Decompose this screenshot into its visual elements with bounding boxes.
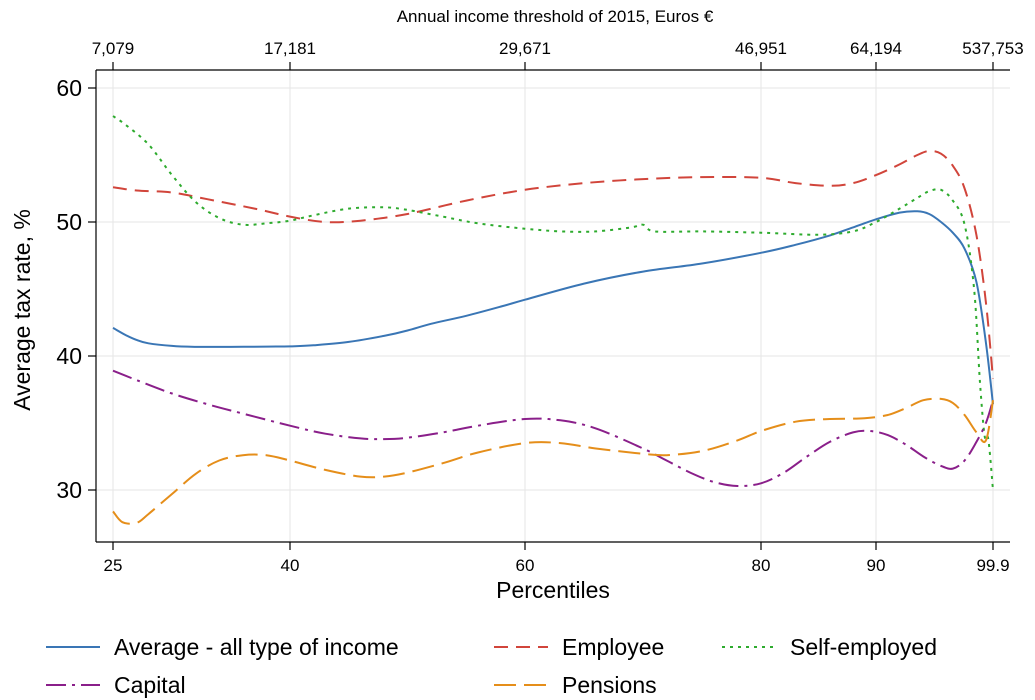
series-capital-line (112, 369, 994, 488)
x-tick-label: 99.9 (976, 556, 1009, 575)
top-tick-label: 537,753 (962, 39, 1023, 58)
series-pensions-line (112, 397, 994, 525)
y-axis-label: Average tax rate, % (9, 209, 35, 411)
y-tick-label: 30 (56, 477, 82, 503)
x-tick-label: 90 (867, 556, 886, 575)
top-tick-label: 17,181 (264, 39, 316, 58)
x-axis-label: Percentiles (496, 577, 610, 603)
series-employee-legend-label: Employee (562, 634, 664, 660)
series-lines (112, 115, 994, 525)
series-self-employed-line (112, 115, 994, 491)
x-tick-label: 60 (516, 556, 535, 575)
x-tick-label: 40 (281, 556, 300, 575)
series-employee-line (112, 149, 994, 379)
top-axis-label: Annual income threshold of 2015, Euros € (397, 7, 714, 26)
series-capital-legend-label: Capital (114, 672, 186, 698)
y-tick-label: 60 (56, 75, 82, 101)
series-self-employed-legend-label: Self-employed (790, 634, 937, 660)
x-tick-label: 80 (752, 556, 771, 575)
top-tick-label: 29,671 (499, 39, 551, 58)
grid (96, 70, 1010, 542)
series-average-legend-label: Average - all type of income (114, 634, 399, 660)
top-tick-label: 7,079 (92, 39, 135, 58)
x-tick-label: 25 (104, 556, 123, 575)
legend: Average - all type of income Employee Self… (46, 634, 937, 698)
y-tick-label: 50 (56, 209, 82, 235)
top-tick-label: 46,951 (735, 39, 787, 58)
series-pensions-legend-label: Pensions (562, 672, 657, 698)
series-average-line (112, 210, 994, 405)
y-tick-label: 40 (56, 343, 82, 369)
top-tick-label: 64,194 (850, 39, 902, 58)
axes: 25 40 60 80 90 99.9 7,079 17,181 29,671 46,951 64,… (56, 39, 1023, 575)
